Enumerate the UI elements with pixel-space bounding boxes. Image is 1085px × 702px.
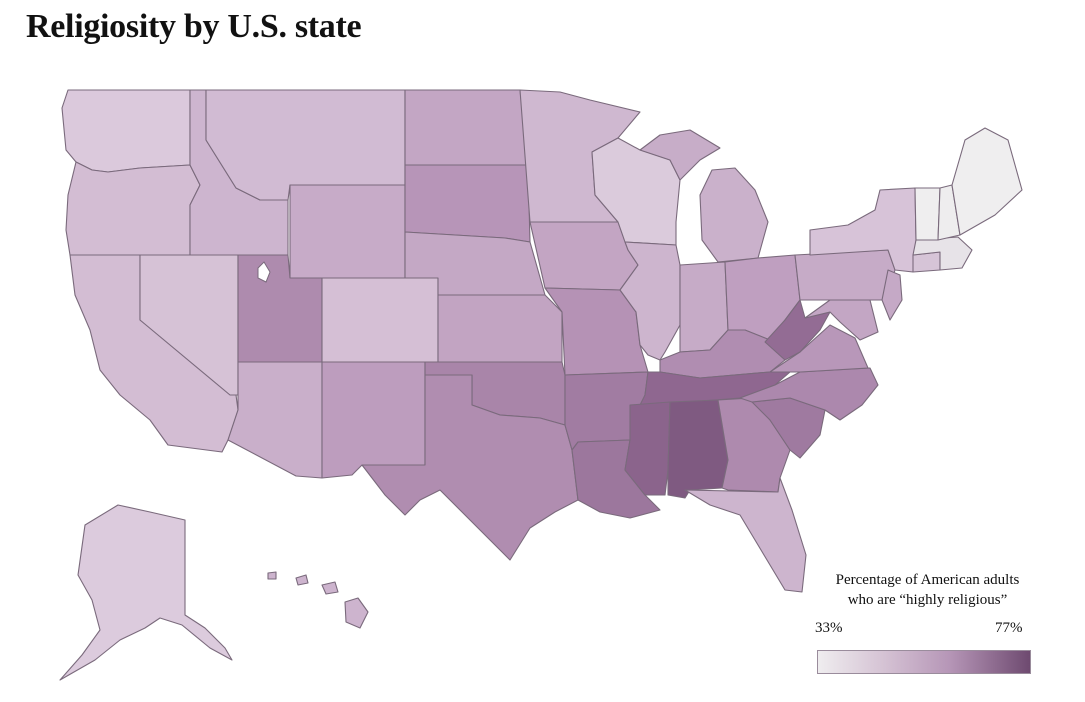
- state-hawaii-oahu[interactable]: [295, 574, 309, 586]
- state-arizona[interactable]: [227, 361, 323, 479]
- state-texas[interactable]: [361, 374, 579, 561]
- state-pennsylvania[interactable]: [794, 249, 896, 301]
- state-maine[interactable]: [951, 127, 1023, 236]
- state-wyoming[interactable]: [289, 184, 406, 279]
- state-oregon[interactable]: [65, 161, 201, 256]
- state-wisconsin[interactable]: [591, 137, 681, 246]
- state-hawaii-kauai[interactable]: [267, 571, 277, 580]
- state-south-dakota[interactable]: [404, 164, 531, 243]
- legend-title-line2: who are “highly religious”: [847, 592, 1008, 608]
- state-washington[interactable]: [61, 89, 191, 173]
- state-florida[interactable]: [684, 477, 807, 593]
- state-new-jersey[interactable]: [881, 269, 903, 321]
- map-title: Religiosity by U.S. state: [26, 8, 362, 45]
- color-legend: Percentage of American adults who are “h…: [805, 570, 1050, 674]
- legend-gradient-bar: [817, 650, 1031, 674]
- state-massachusetts[interactable]: [912, 236, 973, 271]
- state-alabama[interactable]: [667, 399, 729, 499]
- state-colorado[interactable]: [321, 277, 439, 363]
- state-michigan-upper[interactable]: [639, 129, 721, 181]
- state-alaska[interactable]: [59, 504, 233, 681]
- state-louisiana[interactable]: [571, 439, 661, 519]
- state-north-dakota[interactable]: [404, 89, 529, 166]
- state-maryland[interactable]: [804, 299, 879, 341]
- great-salt-lake: [257, 261, 271, 283]
- legend-title: Percentage of American adults who are “h…: [805, 570, 1050, 610]
- state-vermont[interactable]: [914, 187, 941, 241]
- state-montana[interactable]: [205, 89, 406, 201]
- legend-max-label: 77%: [995, 620, 1023, 636]
- legend-title-line1: Percentage of American adults: [835, 572, 1020, 588]
- state-virginia[interactable]: [769, 324, 869, 373]
- state-kansas[interactable]: [437, 294, 563, 363]
- state-new-mexico[interactable]: [321, 361, 426, 479]
- state-michigan[interactable]: [699, 167, 769, 263]
- state-hawaii-maui[interactable]: [321, 581, 339, 595]
- state-hawaii-big-island[interactable]: [344, 597, 369, 629]
- legend-min-label: 33%: [815, 620, 843, 636]
